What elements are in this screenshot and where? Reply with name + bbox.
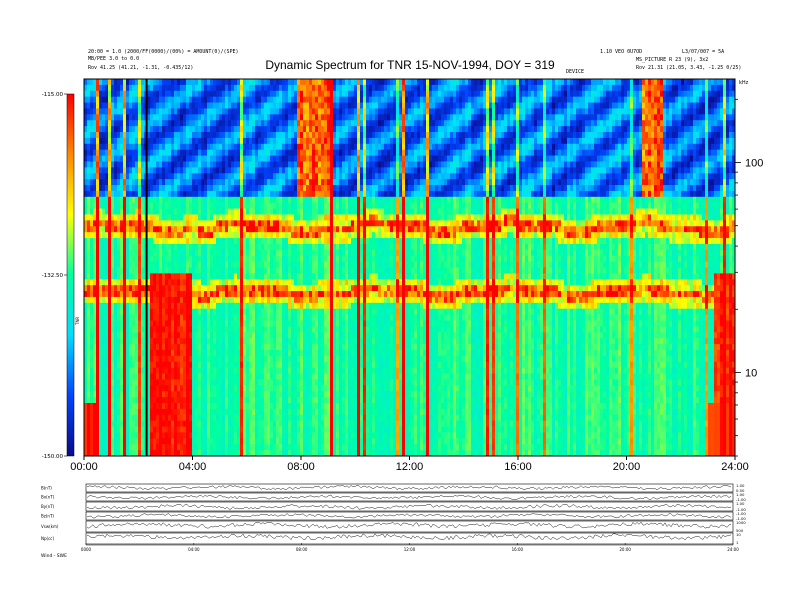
ts-panel-2: By(nT) 1.00-1.00 <box>41 501 746 512</box>
ts-series-name: Bz(nT) <box>41 514 54 519</box>
ts-panel-frame <box>85 520 734 533</box>
ts-x-tick-label: 08:00 <box>296 547 308 552</box>
ts-right-tick: 1.00 <box>736 501 745 506</box>
ts-x-tick-label: 16:00 <box>512 547 524 552</box>
ts-x-tick-label: 0000 <box>81 547 92 552</box>
y-tick-label: 100 <box>745 158 763 170</box>
x-tick-label: 04:00 <box>179 461 207 473</box>
ts-right-tick: -1.00 <box>736 516 746 521</box>
ts-series-name: Np(cc) <box>41 536 54 541</box>
spectrogram-x-axis: 00:00 04:00 08:00 12:00 16:00 20:00 24:00 <box>70 456 749 473</box>
ts-panel-frame <box>85 511 734 521</box>
header-left-line3: Rov 41.25 (41.21, -1.31, -0.435/12) <box>88 65 193 71</box>
colorbar-label: TNR <box>75 317 80 326</box>
colorbar-tick-label: -115.00 <box>42 92 64 98</box>
ts-series-name: B(nT) <box>41 486 52 491</box>
spectrogram-heatmap <box>84 79 735 456</box>
ts-x-tick-label: 24:00 <box>727 547 739 552</box>
ts-x-tick-label: 12:00 <box>404 547 416 552</box>
ts-right-tick: 1.00 <box>736 492 745 497</box>
ts-panel-frame <box>85 483 734 493</box>
ts-trace <box>86 494 732 500</box>
ts-series-name: By(nT) <box>41 504 55 509</box>
ts-series-name: Bx(nT) <box>41 495 55 500</box>
ts-right-tick: -1.00 <box>736 511 746 516</box>
x-tick-label: 16:00 <box>504 461 532 473</box>
colorbar-tick-label: -132.50 <box>42 273 64 279</box>
ts-panel-frame <box>85 501 734 512</box>
ts-right-tick: 10 <box>736 532 741 537</box>
x-tick-label: 12:00 <box>396 461 424 473</box>
header-right-line2: L3/07/007 = 5A <box>682 49 724 55</box>
colorbar-ticks: -115.00 -132.50 -150.00 <box>42 92 67 460</box>
header-right-line3: MS_PICTURE R 23 (9), 3x2 <box>636 57 708 63</box>
x-tick-label: 20:00 <box>613 461 641 473</box>
ts-series-name: Vsw(km) <box>41 524 59 529</box>
header-left-line2: MB/PEE 3.0 to 0.0 <box>88 56 139 62</box>
ts-right-tick: 1 <box>736 540 739 545</box>
ts-right-tick: -1.00 <box>736 497 746 502</box>
header-right-line4: Rov 21.31 (21.05, 3.43, -1.25 0/25) <box>636 65 741 71</box>
x-tick-label: 24:00 <box>721 461 749 473</box>
ts-right-tick: 1000 <box>736 520 746 525</box>
ts-panel-1: Bx(nT) 1.00-1.00 <box>41 492 746 502</box>
y-unit-label: kHz <box>739 80 749 86</box>
ts-x-tick-label: 04:00 <box>188 547 200 552</box>
spectrogram-y-axis: 10 100 <box>735 98 763 457</box>
ts-trace <box>86 521 732 529</box>
ts-panel-5: Np(cc) 10 1 <box>41 532 741 545</box>
header-left-line1: 20:00 = 1.0 (2000/FF(0000)/(00%) = AMOUN… <box>88 49 239 55</box>
x-tick-label: 00:00 <box>70 461 98 473</box>
ts-right-tick: 500 <box>736 528 744 533</box>
ts-panel-3: Bz(nT) -1.00-1.00 <box>41 511 746 521</box>
x-tick-label: 08:00 <box>287 461 315 473</box>
ts-trace <box>86 533 732 541</box>
ts-trace <box>86 513 732 519</box>
header-right-line1: 1.10 VEO 0U7OD <box>600 49 642 55</box>
header-center-small: DEVICE <box>566 69 584 75</box>
ts-panel-0: B(nT) 1.000.50 <box>41 483 745 493</box>
ts-x-tick-label: 20:00 <box>619 547 631 552</box>
ts-right-tick: -1.00 <box>736 507 746 512</box>
ts-right-tick: 1.00 <box>736 483 745 488</box>
ts-panel-frame <box>85 492 734 502</box>
y-tick-label: 10 <box>745 367 757 379</box>
chart-title: Dynamic Spectrum for TNR 15-NOV-1994, DO… <box>265 58 555 72</box>
time-series-x-axis: 0000 04:00 08:00 12:00 16:00 20:00 24:00 <box>81 543 739 552</box>
ts-trace <box>86 485 732 491</box>
ts-panel-4: Vsw(km) 1000 500 <box>41 520 746 533</box>
ts-right-tick: 0.50 <box>736 488 745 493</box>
colorbar <box>66 93 75 457</box>
ts-trace <box>86 503 732 510</box>
footer-label: Wind - SWE <box>41 553 67 559</box>
colorbar-tick-label: -150.00 <box>42 454 64 460</box>
ts-panel-frame <box>85 532 734 545</box>
